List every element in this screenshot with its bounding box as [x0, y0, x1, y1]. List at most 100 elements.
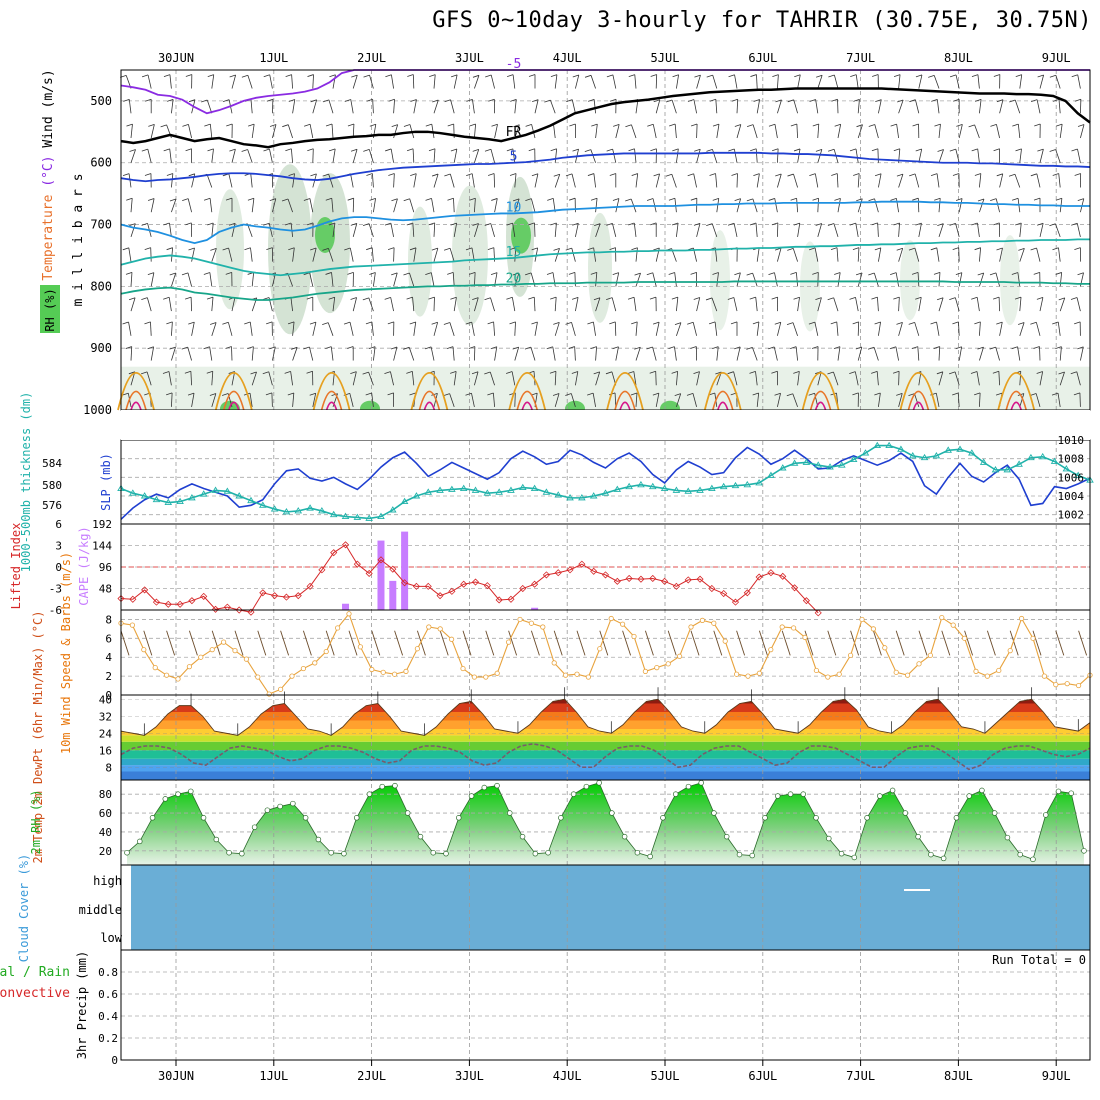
wind-barb	[514, 198, 520, 213]
wind-barb	[554, 148, 558, 163]
wind-barb-flag	[593, 297, 601, 301]
wind-barb	[938, 297, 944, 312]
precip-axis-label: 3hr Precip (mm)	[75, 951, 89, 1059]
wind-barb-flag	[285, 148, 292, 152]
wind-barb-flag	[606, 148, 613, 152]
pressure-tick-label: 1000	[83, 403, 112, 417]
cape-tick-label: 144	[92, 540, 112, 553]
wind-barb	[635, 392, 638, 407]
wind-barb	[171, 247, 174, 262]
wind-barb	[552, 272, 556, 287]
wind-barb	[715, 173, 718, 188]
wind-barb-flag	[712, 197, 719, 201]
wind-barb-flag	[1070, 297, 1078, 300]
wind-barb	[773, 346, 778, 361]
series-SLP	[120, 446, 1091, 520]
cloud-tick-label: middle	[79, 903, 122, 917]
wind-barb	[352, 223, 358, 238]
wind-barb-flag	[350, 371, 357, 375]
wind-barb-flag	[613, 124, 620, 127]
wind-barb-flag	[933, 346, 940, 349]
wind-barb-flag	[206, 370, 213, 374]
wind-barb-flag	[204, 123, 211, 127]
wind-speed-point	[950, 622, 956, 628]
wind-barb	[1059, 297, 1066, 312]
rh-tick-label: 20	[99, 845, 112, 858]
isotherm-FR	[120, 87, 1091, 149]
wind-barb	[693, 99, 697, 114]
wind-barb	[955, 223, 960, 238]
surface-isotherm-30	[703, 372, 742, 411]
wind-barb-flag	[649, 370, 656, 374]
thickness-point	[247, 496, 255, 504]
wind-barb	[312, 393, 317, 407]
wind-speed-point	[448, 636, 455, 642]
wind-barb	[733, 371, 738, 386]
thickness-point	[601, 489, 610, 496]
lifted-index-point	[471, 578, 480, 586]
series-thickness	[120, 444, 1091, 520]
lifted-index-point	[731, 598, 740, 606]
wind-barb	[328, 248, 334, 262]
wind-barb-flag	[428, 296, 435, 300]
wind-barb	[512, 148, 516, 163]
wind-barb-flag	[141, 297, 148, 301]
wind-barb	[171, 321, 173, 336]
wind-speed-point	[984, 673, 991, 679]
wind-barb	[917, 346, 920, 361]
li-tick-label: 3	[55, 540, 62, 553]
wind-barb	[130, 124, 133, 139]
wind-barb	[408, 347, 415, 361]
wind-barb-flag	[425, 198, 432, 201]
wind-barb-flag	[930, 247, 937, 251]
wind-barb-flag	[403, 272, 410, 276]
wind-barb	[777, 148, 779, 163]
wind-barb-flag	[953, 98, 960, 102]
wind-barb	[936, 321, 940, 336]
wind-barb-flag	[431, 321, 438, 325]
wind-barb-flag	[409, 247, 417, 251]
wind-barb-flag	[129, 149, 136, 152]
isotherm-label: 20	[506, 272, 522, 287]
wind-barb-flag	[351, 74, 358, 78]
wind-barb-flag	[510, 98, 517, 102]
upper-legend-part: (°C)	[41, 155, 56, 194]
wind-speed-point	[471, 674, 477, 680]
wind-barb-flag	[465, 321, 472, 325]
panel-frame-precip	[120, 949, 1091, 1061]
surface-isotherm-40	[423, 401, 436, 411]
wind-barb-flag	[671, 370, 678, 374]
wind-barb	[712, 75, 718, 89]
wind-barb	[1039, 74, 1045, 89]
wind-barb	[249, 393, 253, 407]
isotherm-label: 15	[506, 245, 522, 260]
wind-barb-flag	[593, 371, 600, 375]
wind-barb	[793, 99, 798, 114]
surface-wind-barb	[394, 630, 404, 656]
thickness-point	[152, 495, 161, 503]
rh-point	[213, 836, 220, 843]
rh-point	[392, 782, 398, 789]
wind-barb	[554, 174, 561, 188]
wind-barb-flag	[650, 222, 657, 226]
wind-barb	[187, 272, 192, 287]
wind-barb-flag	[936, 371, 943, 375]
top-date-label: 2JUL	[357, 51, 386, 65]
wind-speed-point	[927, 652, 934, 658]
li-tick-label: -6	[49, 604, 62, 617]
wind-barb-flag	[687, 321, 694, 325]
wind-barb-flag	[853, 98, 860, 102]
rh-point	[149, 815, 156, 821]
wind-barb	[330, 346, 334, 361]
wind-barb	[287, 273, 293, 287]
precip-tick-label: 0.2	[98, 1032, 118, 1045]
wind-barb-flag	[304, 123, 311, 127]
wind-barb	[938, 124, 941, 139]
wind-barb-flag	[1071, 148, 1078, 152]
wind-barb-flag	[565, 247, 572, 251]
wind-barb-flag	[1030, 321, 1037, 325]
wind-barb	[147, 149, 152, 163]
thickness-point	[684, 487, 693, 494]
wind-barb-flag	[285, 222, 292, 226]
wind-barb-flag	[1077, 198, 1084, 201]
